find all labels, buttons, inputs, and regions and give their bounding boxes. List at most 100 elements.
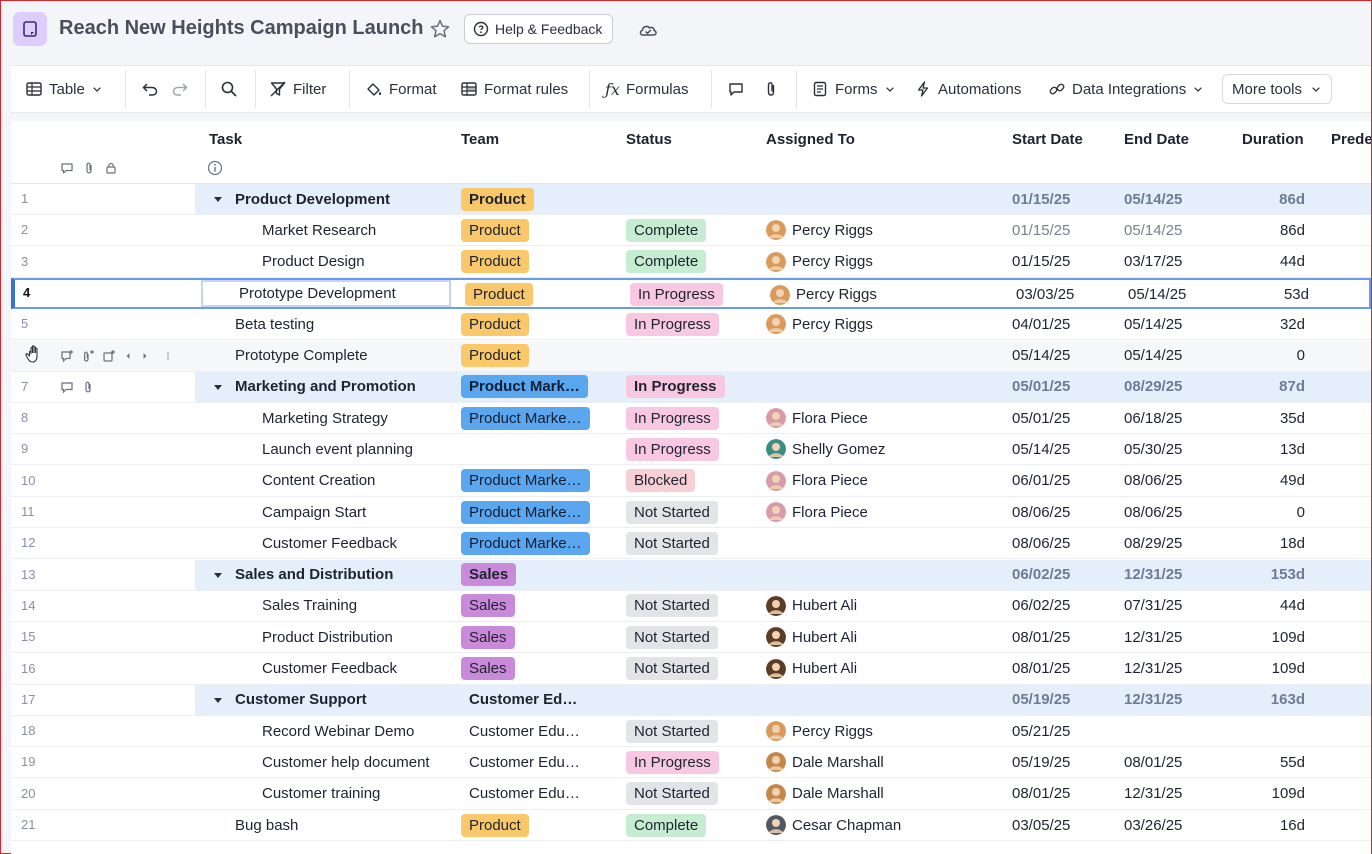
row-number[interactable]: 2: [21, 222, 29, 238]
end-date-cell[interactable]: 05/14/25: [1128, 286, 1187, 304]
end-date-cell[interactable]: 05/14/25: [1124, 190, 1183, 208]
duration-cell[interactable]: 0: [1296, 503, 1305, 521]
team-cell[interactable]: Product: [461, 341, 601, 371]
team-cell[interactable]: Product Marke…: [461, 528, 601, 558]
sheet-app-icon[interactable]: [13, 12, 47, 46]
filter-button[interactable]: Filter: [269, 66, 326, 112]
duration-cell[interactable]: 35d: [1279, 409, 1305, 427]
assigned-to-cell[interactable]: Flora Piece: [766, 466, 986, 496]
status-cell[interactable]: Not Started: [626, 591, 766, 621]
row-number[interactable]: 15: [21, 629, 36, 645]
more-tools-button[interactable]: More tools: [1222, 74, 1332, 104]
row-number[interactable]: 7: [21, 378, 29, 394]
status-cell[interactable]: Complete: [626, 215, 766, 245]
duration-cell[interactable]: 53d: [1283, 286, 1309, 304]
end-date-cell[interactable]: 12/31/25: [1124, 785, 1183, 803]
start-date-cell[interactable]: 05/14/25: [1012, 347, 1071, 364]
team-cell[interactable]: Product Marke…: [461, 466, 601, 496]
table-row[interactable]: 5 Beta testing Product In Progress Percy Rig…: [11, 309, 1371, 341]
assigned-to-cell[interactable]: Percy Riggs: [766, 215, 986, 245]
duration-cell[interactable]: 0: [1296, 347, 1305, 364]
duration-cell[interactable]: 18d: [1279, 534, 1305, 552]
row-number[interactable]: 19: [21, 754, 36, 770]
task-cell[interactable]: Sales Training: [262, 597, 358, 615]
team-cell[interactable]: Sales: [461, 654, 601, 684]
row-number[interactable]: 5: [21, 316, 29, 332]
table-row[interactable]: 11 Campaign Start Product Marke… Not Starte…: [11, 497, 1371, 528]
assigned-to-cell[interactable]: Percy Riggs: [766, 247, 986, 277]
team-cell[interactable]: [461, 434, 601, 464]
end-date-cell[interactable]: 08/06/25: [1124, 472, 1183, 490]
team-cell[interactable]: Product: [461, 184, 601, 214]
duration-cell[interactable]: 109d: [1271, 660, 1305, 677]
start-date-cell[interactable]: 08/01/25: [1012, 785, 1071, 803]
table-row[interactable]: 10 Content Creation Product Marke… Blocked F…: [11, 466, 1371, 497]
task-cell[interactable]: Record Webinar Demo: [262, 722, 415, 740]
end-date-cell[interactable]: 12/31/25: [1124, 566, 1183, 584]
table-row[interactable]: 3 Product Design Product Complete Percy Rigg…: [11, 247, 1371, 278]
duration-cell[interactable]: 86d: [1279, 221, 1305, 239]
column-header-start-date[interactable]: Start Date: [1012, 131, 1083, 148]
end-date-cell[interactable]: 03/17/25: [1124, 253, 1183, 271]
table-row[interactable]: 15 Product Distribution Sales Not Started Hu…: [11, 622, 1371, 654]
duration-cell[interactable]: [1241, 716, 1305, 746]
end-date-cell[interactable]: 08/29/25: [1124, 534, 1183, 552]
end-date-cell[interactable]: 08/01/25: [1124, 753, 1183, 771]
column-header-predecessors[interactable]: Prede: [1331, 131, 1371, 148]
status-cell[interactable]: [626, 685, 766, 715]
status-cell[interactable]: In Progress: [626, 434, 766, 464]
team-cell[interactable]: Product: [461, 247, 601, 277]
assigned-to-cell[interactable]: Shelly Gomez: [766, 434, 986, 464]
status-cell[interactable]: Complete: [626, 247, 766, 277]
cloud-sync-icon[interactable]: [637, 19, 659, 41]
table-row[interactable]: 8 Marketing Strategy Product Marke… In Prog…: [11, 403, 1371, 435]
end-date-cell[interactable]: 07/31/25: [1124, 597, 1183, 615]
add-proof-icon[interactable]: [102, 349, 116, 363]
status-cell[interactable]: Blocked: [626, 466, 766, 496]
team-cell[interactable]: Product: [461, 309, 601, 339]
assigned-to-cell[interactable]: Cesar Chapman: [766, 810, 986, 840]
add-comment-icon[interactable]: [60, 349, 74, 363]
task-cell[interactable]: Prototype Development: [239, 285, 396, 303]
search-button[interactable]: [220, 66, 238, 112]
start-date-cell[interactable]: 01/15/25: [1012, 221, 1071, 239]
row-number[interactable]: 3: [21, 253, 29, 269]
assigned-to-cell[interactable]: Flora Piece: [766, 403, 986, 433]
status-cell[interactable]: In Progress: [626, 747, 766, 777]
team-cell[interactable]: Customer Edu…: [461, 779, 601, 809]
table-row[interactable]: 2 Market Research Product Complete Percy Rig…: [11, 215, 1371, 247]
task-cell[interactable]: Customer Feedback: [262, 534, 398, 552]
end-date-cell[interactable]: 05/14/25: [1124, 221, 1183, 239]
table-row[interactable]: 18 Record Webinar Demo Customer Edu… Not St…: [11, 716, 1371, 748]
formulas-button[interactable]: ƒx Formulas: [605, 66, 688, 112]
chevron-left-icon[interactable]: [123, 349, 133, 363]
duration-cell[interactable]: 153d: [1270, 566, 1305, 584]
team-cell[interactable]: Product: [465, 280, 605, 310]
team-cell[interactable]: Product: [461, 215, 601, 245]
collapse-caret-icon[interactable]: [213, 572, 223, 580]
start-date-cell[interactable]: 05/19/25: [1012, 691, 1071, 709]
row-number[interactable]: 11: [21, 504, 35, 519]
row-number[interactable]: 14: [21, 597, 36, 613]
start-date-cell[interactable]: 08/01/25: [1012, 628, 1071, 646]
status-cell[interactable]: Complete: [626, 810, 766, 840]
task-cell[interactable]: Bug bash: [235, 816, 299, 834]
duration-cell[interactable]: 86d: [1279, 190, 1305, 208]
data-integrations-button[interactable]: Data Integrations: [1048, 66, 1204, 112]
comments-button[interactable]: [727, 66, 745, 112]
row-number[interactable]: 12: [21, 535, 36, 551]
task-cell[interactable]: Product Design: [262, 253, 365, 271]
start-date-cell[interactable]: 04/01/25: [1012, 315, 1071, 333]
team-cell[interactable]: Product Marke…: [461, 403, 601, 433]
status-cell[interactable]: In Progress: [630, 280, 770, 310]
attachments-button[interactable]: [762, 66, 780, 112]
start-date-cell[interactable]: 06/02/25: [1012, 597, 1071, 615]
table-row[interactable]: 4 Prototype Development Product In Progress…: [11, 277, 1371, 310]
team-cell[interactable]: Customer Ed…: [461, 685, 601, 715]
status-cell[interactable]: Not Started: [626, 779, 766, 809]
end-date-cell[interactable]: 12/31/25: [1124, 691, 1183, 709]
collapse-caret-icon[interactable]: [213, 384, 223, 392]
end-date-cell[interactable]: 06/18/25: [1124, 409, 1183, 427]
status-cell[interactable]: In Progress: [626, 309, 766, 339]
group-row[interactable]: 17 Customer Support Customer Ed… 05/19/25 12…: [11, 684, 1371, 716]
